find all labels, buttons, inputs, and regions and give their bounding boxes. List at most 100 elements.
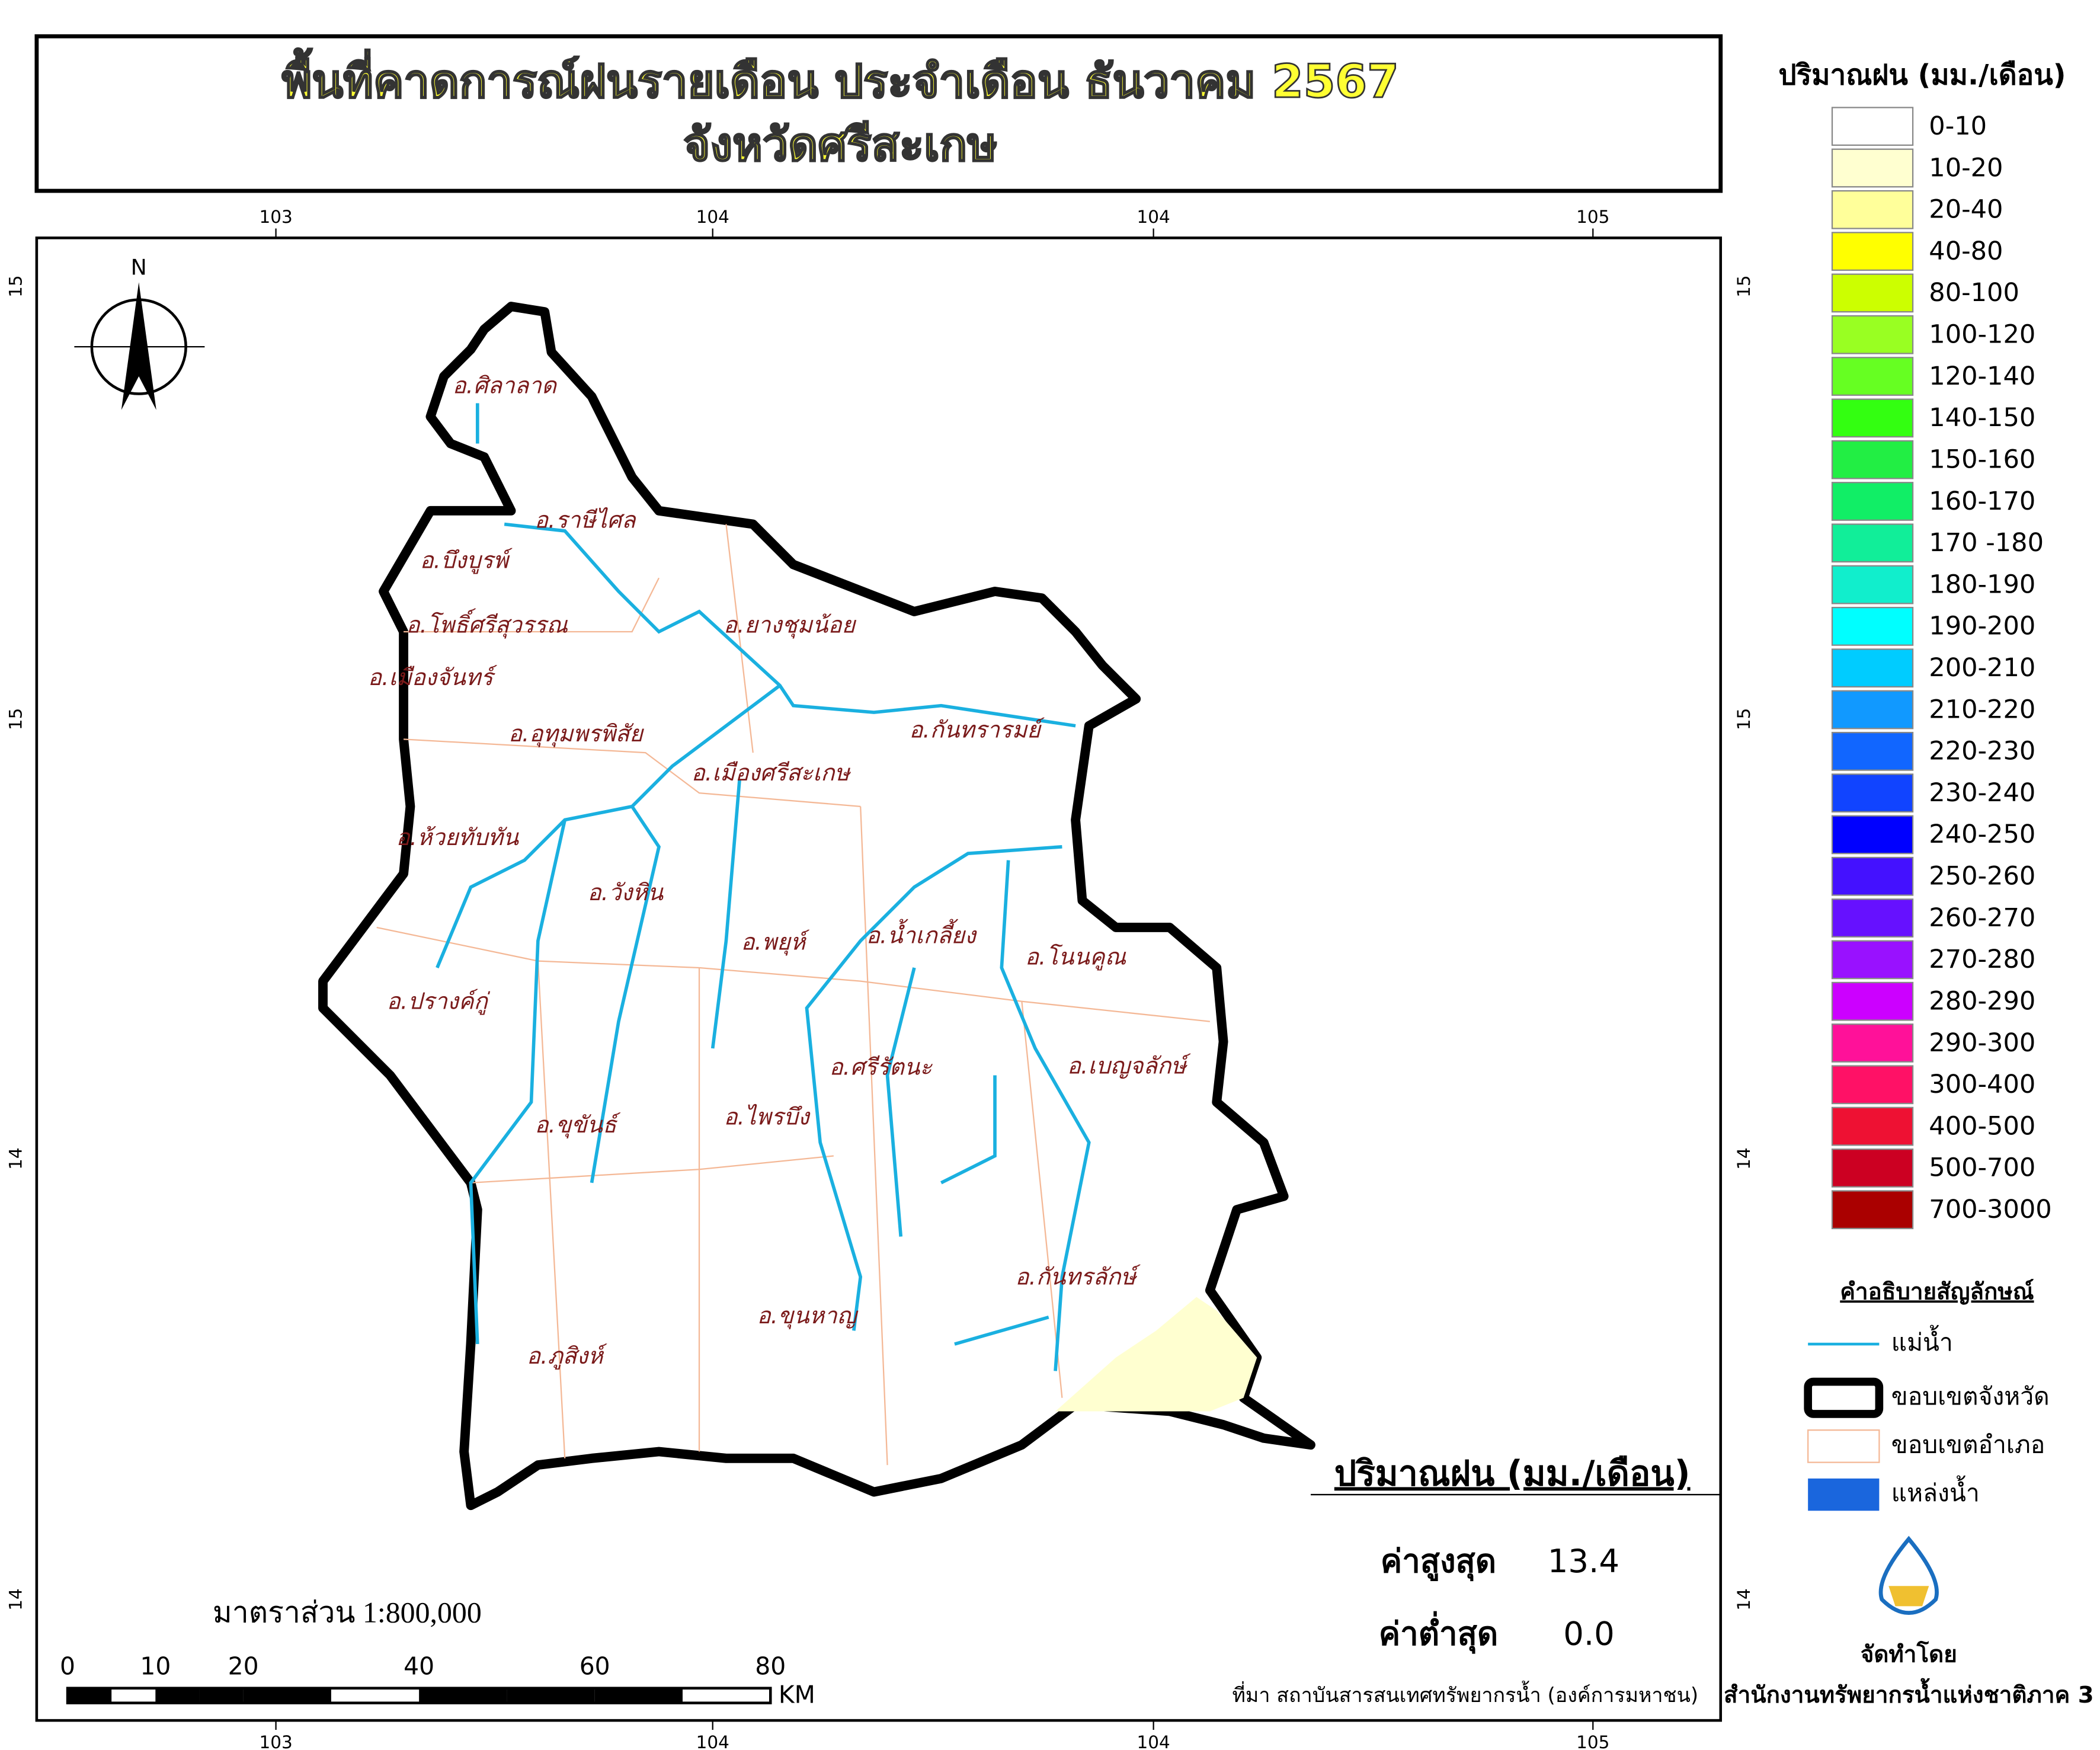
legend-label: 210-220 — [1929, 695, 2035, 724]
legend-label: 140-150 — [1929, 403, 2035, 433]
legend-swatch — [1831, 232, 1914, 271]
district-label: อ.โนนคูณ — [1025, 944, 1126, 971]
legend-swatch — [1831, 607, 1914, 646]
district-label: อ.ปรางค์กู่ — [387, 988, 491, 1015]
coord-label: 104 — [696, 207, 729, 227]
legend-swatch — [1831, 1106, 1914, 1146]
coord-label: 14 — [5, 1147, 25, 1170]
legend-swatch — [1831, 273, 1914, 313]
scale-unit: KM — [779, 1680, 815, 1709]
legend-swatch — [1831, 690, 1914, 730]
scale-segment — [419, 1688, 507, 1703]
title: พื้นที่คาดการณ์ฝนรายเดือน ประจำเดือน ธัน… — [282, 48, 1399, 108]
legend-label: 290-300 — [1929, 1028, 2035, 1058]
water-symbol — [1808, 1478, 1880, 1511]
legend-label: 700-3000 — [1929, 1195, 2051, 1224]
district-label: อ.กันทรลักษ์ — [1015, 1263, 1141, 1290]
symbol-label: แหล่งน้ำ — [1891, 1475, 1980, 1507]
credit-by: จัดทำโดย — [1861, 1641, 1957, 1668]
coord-label: 14 — [1734, 1588, 1754, 1611]
legend-swatch — [1831, 731, 1914, 771]
legend-label: 100-120 — [1929, 320, 2035, 350]
legend-swatch — [1831, 1065, 1914, 1105]
rivers — [436, 403, 1091, 1371]
compass: N — [74, 255, 205, 410]
legend-swatch — [1831, 190, 1914, 229]
legend-swatch — [1831, 1148, 1914, 1188]
scale-tick-label: 60 — [580, 1652, 610, 1681]
scale-segment — [243, 1688, 331, 1703]
legend-label: 270-280 — [1929, 945, 2035, 974]
legend-swatch — [1831, 440, 1914, 479]
symbol-label: ขอบเขตอำเภอ — [1891, 1430, 2045, 1458]
max-label: ค่าสูงสุด — [1381, 1542, 1496, 1582]
legend-swatch — [1831, 398, 1914, 438]
district-label: อ.พยุห์ — [741, 929, 810, 956]
coord-label: 14 — [5, 1588, 25, 1610]
district-label: อ.กันทรารมย์ — [909, 716, 1045, 743]
legend-swatch — [1831, 565, 1914, 604]
district-boundaries — [376, 524, 1211, 1466]
stats-title: ปริมาณฝน (มม./เดือน) — [1334, 1453, 1691, 1493]
symbols-title: คำอธิบายสัญลักษณ์ — [1840, 1278, 2034, 1305]
coord-label: 104 — [1137, 207, 1170, 227]
coord-label: 103 — [259, 1732, 292, 1750]
coord-label: 15 — [1734, 708, 1754, 731]
title-box — [34, 34, 1723, 193]
scale-tick-label: 0 — [60, 1652, 75, 1681]
legend-label: 260-270 — [1929, 903, 2035, 933]
district-label: อ.โพธิ์ศรีสุวรรณ — [406, 608, 568, 639]
legend-swatch — [1831, 773, 1914, 813]
symbol-label: แม่น้ำ — [1891, 1325, 1953, 1357]
district-label: อ.ศรีรัตนะ — [830, 1054, 933, 1081]
coord-label: 15 — [5, 275, 25, 297]
district-label: อ.ขุขันธ์ — [534, 1112, 621, 1139]
legend-label: 20-40 — [1929, 195, 2003, 225]
district-label: อ.ราษีไศล — [534, 507, 637, 534]
scale-tick-label: 40 — [404, 1652, 434, 1681]
legend-label: 400-500 — [1929, 1111, 2035, 1141]
legend-label: 150-160 — [1929, 444, 2035, 474]
scale-tick-label: 80 — [755, 1652, 786, 1681]
district-label: อ.เบญจลักษ์ — [1067, 1052, 1192, 1079]
district-label: อ.ไพรบึง — [724, 1104, 811, 1131]
district-label: อ.เมืองจันทร์ — [368, 664, 498, 691]
district-label: อ.ขุนหาญ — [757, 1303, 858, 1330]
district-symbol — [1807, 1429, 1880, 1463]
max-value: 13.4 — [1548, 1542, 1619, 1580]
legend-label: 40-80 — [1929, 236, 2003, 266]
scale-segment — [155, 1688, 200, 1703]
legend-label: 160-170 — [1929, 487, 2035, 516]
legend-label: 500-700 — [1929, 1153, 2035, 1183]
subtitle: จังหวัดศรีสะเกษ — [683, 118, 997, 171]
coord-label: 105 — [1576, 207, 1609, 227]
legend-swatch — [1831, 315, 1914, 354]
scale-label: มาตราส่วน 1:800,000 — [213, 1597, 482, 1629]
legend-label: 200-210 — [1929, 653, 2035, 683]
legend-swatch — [1831, 856, 1914, 896]
province — [318, 302, 1315, 1511]
legend-label: 170 -180 — [1929, 528, 2044, 558]
district-label: อ.ห้วยทับทัน — [396, 824, 519, 851]
legend-swatch — [1831, 815, 1914, 855]
legend-swatch — [1831, 1023, 1914, 1063]
source: ที่มา สถาบันสารสนเทศทรัพยากรน้ำ (องค์การ… — [1233, 1681, 1699, 1707]
coord-label: 104 — [696, 1732, 729, 1750]
legend-label: 0-10 — [1929, 111, 1987, 141]
scale-tick-label: 10 — [140, 1652, 171, 1681]
coord-label: 15 — [5, 708, 25, 731]
district-label: อ.อุทุมพรพิสัย — [508, 721, 644, 748]
north-label: N — [131, 255, 147, 280]
legend-label: 220-230 — [1929, 737, 2035, 766]
min-label: ค่าต่ำสุด — [1379, 1611, 1498, 1654]
legend-label: 180-190 — [1929, 570, 2035, 599]
scale-tick-label: 20 — [228, 1652, 259, 1681]
scale-segment — [594, 1688, 683, 1703]
min-value: 0.0 — [1563, 1614, 1615, 1652]
legend-swatch — [1831, 1190, 1914, 1230]
legend-swatch — [1831, 898, 1914, 938]
legend-swatch — [1831, 981, 1914, 1021]
coord-label: 103 — [259, 207, 292, 227]
legend-label: 120-140 — [1929, 361, 2035, 391]
